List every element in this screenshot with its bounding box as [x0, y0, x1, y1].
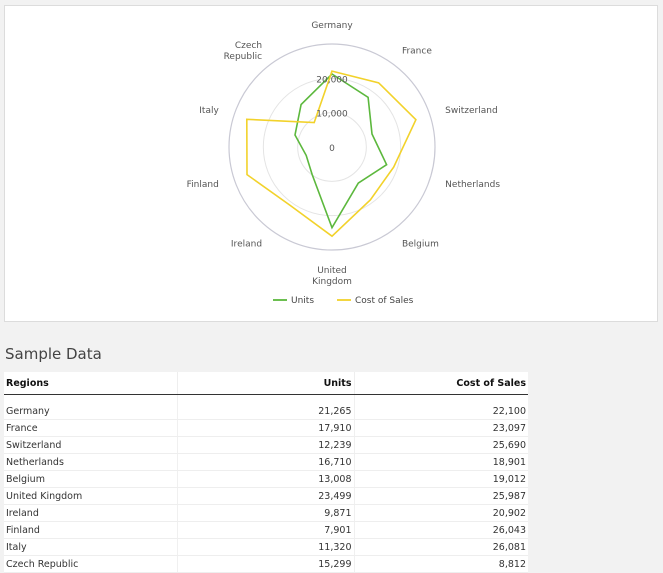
- cell-cost: 25,690: [354, 436, 528, 454]
- legend-cost-label: Cost of Sales: [355, 296, 414, 306]
- category-label-line: Finland: [187, 180, 219, 190]
- table-row: Switzerland 12,239 25,690: [4, 436, 528, 454]
- category-label-line: Germany: [311, 21, 353, 31]
- column-header-cost-of-sales[interactable]: Cost of Sales: [354, 372, 528, 395]
- cell-cost: 20,902: [354, 504, 528, 522]
- cell-units: 11,320: [177, 538, 355, 556]
- category-label-line: United: [317, 266, 347, 276]
- table-row: France 17,910 23,097: [4, 419, 528, 437]
- category-label: Germany: [311, 21, 353, 31]
- grid-circle: [228, 43, 436, 251]
- cell-region: Czech Republic: [4, 555, 178, 573]
- table-row: Ireland 9,871 20,902: [4, 504, 528, 522]
- cell-cost: 22,100: [354, 403, 528, 420]
- grid-circle: [297, 112, 367, 182]
- cell-region: Netherlands: [4, 453, 178, 471]
- category-label: Switzerland: [445, 106, 498, 116]
- cell-cost: 25,987: [354, 487, 528, 505]
- grid-circle: [262, 77, 402, 217]
- category-label-line: Kingdom: [312, 277, 352, 287]
- cell-units: 9,871: [177, 504, 355, 522]
- cell-region: Finland: [4, 521, 178, 539]
- table-header-row: Regions Units Cost of Sales: [4, 372, 528, 395]
- cell-units: 16,710: [177, 453, 355, 471]
- cell-units: 7,901: [177, 521, 355, 539]
- cell-units: 23,499: [177, 487, 355, 505]
- table-row: United Kingdom 23,499 25,987: [4, 487, 528, 505]
- category-label: Belgium: [402, 239, 439, 249]
- cell-cost: 23,097: [354, 419, 528, 437]
- radial-tick-label: 20,000: [316, 75, 348, 85]
- cell-cost: 26,081: [354, 538, 528, 556]
- cell-units: 17,910: [177, 419, 355, 437]
- column-header-regions[interactable]: Regions: [4, 372, 178, 395]
- category-label: Netherlands: [445, 180, 500, 190]
- category-label-line: France: [402, 47, 432, 57]
- legend-units-label: Units: [291, 296, 314, 306]
- cell-cost: 18,901: [354, 453, 528, 471]
- cell-region: Germany: [4, 403, 178, 420]
- data-table: Regions Units Cost of Sales Germany 21,2…: [4, 372, 528, 573]
- table-row: Finland 7,901 26,043: [4, 521, 528, 539]
- radar-chart: 0 10,000 20,000 Germany France Switzerland Net…: [187, 21, 501, 306]
- table-row: Czech Republic 15,299 8,812: [4, 555, 528, 573]
- category-label: Italy: [199, 106, 219, 116]
- cell-units: 12,239: [177, 436, 355, 454]
- cell-cost: 8,812: [354, 555, 528, 573]
- section-title: Sample Data: [5, 345, 102, 363]
- cell-region: Italy: [4, 538, 178, 556]
- cell-region: Ireland: [4, 504, 178, 522]
- category-label-line: Czech: [235, 41, 262, 51]
- category-label-line: Italy: [199, 106, 219, 116]
- table-row: Germany 21,265 22,100: [4, 403, 528, 420]
- category-label-line: Republic: [224, 52, 263, 62]
- cell-cost: 26,043: [354, 521, 528, 539]
- radial-tick-label: 10,000: [316, 110, 348, 120]
- cell-units: 21,265: [177, 403, 355, 420]
- category-label: United Kingdom: [312, 266, 352, 287]
- cell-region: United Kingdom: [4, 487, 178, 505]
- table-row: Netherlands 16,710 18,901: [4, 453, 528, 471]
- category-label: Ireland: [231, 239, 262, 249]
- chart-panel: 0 10,000 20,000 Germany France Switzerland Net…: [4, 5, 658, 322]
- table-spacer-row: [4, 394, 528, 403]
- table-row: Belgium 13,008 19,012: [4, 470, 528, 488]
- category-label-line: Switzerland: [445, 106, 498, 116]
- cell-units: 15,299: [177, 555, 355, 573]
- cell-region: Switzerland: [4, 436, 178, 454]
- table-row: Italy 11,320 26,081: [4, 538, 528, 556]
- radial-tick-label: 0: [329, 144, 335, 154]
- series-units-line: [294, 72, 388, 230]
- column-header-units[interactable]: Units: [177, 372, 355, 395]
- data-table-container: Regions Units Cost of Sales Germany 21,2…: [4, 372, 528, 573]
- category-label: France: [402, 47, 432, 57]
- category-label-line: Netherlands: [445, 180, 500, 190]
- category-label: Finland: [187, 180, 219, 190]
- cell-region: France: [4, 419, 178, 437]
- cell-region: Belgium: [4, 470, 178, 488]
- category-label-line: Ireland: [231, 239, 262, 249]
- category-label-line: Belgium: [402, 239, 439, 249]
- series-cost-of-sales-line: [245, 70, 417, 238]
- cell-cost: 19,012: [354, 470, 528, 488]
- category-label: Czech Republic: [224, 41, 263, 62]
- cell-units: 13,008: [177, 470, 355, 488]
